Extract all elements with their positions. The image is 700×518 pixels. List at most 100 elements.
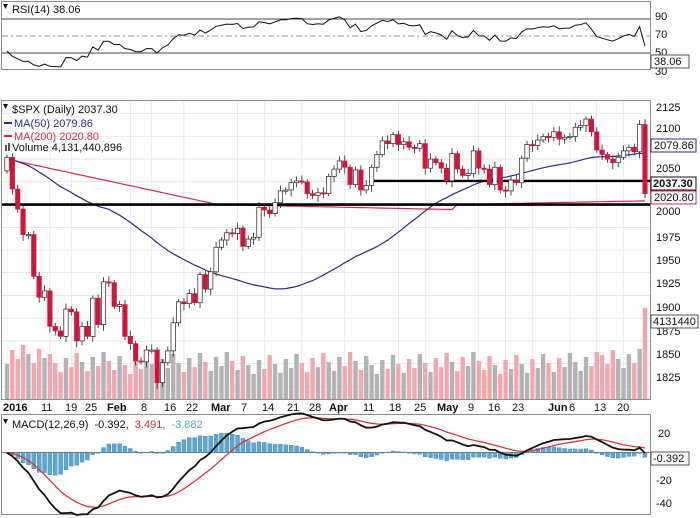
macd-histogram-bar bbox=[197, 435, 203, 453]
macd-histogram-bar bbox=[133, 451, 138, 453]
candle-body bbox=[315, 192, 321, 196]
price-tags: 2079.86 2037.30 2020.80 4131440 bbox=[650, 138, 699, 329]
macd-histogram-bar bbox=[401, 451, 406, 453]
candle-body bbox=[310, 193, 316, 196]
volume-bar bbox=[278, 373, 283, 399]
ma200-line bbox=[6, 158, 646, 211]
volume-bar bbox=[294, 354, 299, 399]
macd-histogram-bar bbox=[331, 452, 337, 454]
price-tick: 1875 bbox=[656, 326, 680, 338]
rsi-label: RSI(14) 38.06 bbox=[12, 4, 80, 16]
macd-histogram-bar bbox=[230, 433, 235, 453]
candle-body bbox=[320, 192, 326, 195]
candle-body bbox=[181, 301, 187, 304]
volume-bar bbox=[112, 370, 117, 399]
volume-bar bbox=[546, 363, 551, 399]
macd-histogram-bar bbox=[112, 443, 117, 453]
volume-bar bbox=[58, 372, 63, 399]
candle-body bbox=[406, 141, 412, 148]
macd-value-tag: -0.392 bbox=[650, 451, 690, 466]
macd-histogram-bar bbox=[278, 444, 283, 453]
candle-body bbox=[604, 154, 611, 160]
macd-histogram-bar bbox=[599, 452, 605, 455]
candle-body bbox=[159, 362, 166, 384]
ma50-tag: 2079.86 bbox=[650, 138, 697, 153]
macd-label: MACD(12,26,9) bbox=[12, 419, 88, 431]
macd-histogram-bar bbox=[289, 445, 294, 453]
volume-bar bbox=[471, 352, 476, 399]
candle-body bbox=[251, 236, 257, 240]
macd-histogram-bar bbox=[455, 452, 460, 460]
macd-histogram-bar bbox=[53, 452, 58, 476]
macd-layer bbox=[2, 412, 650, 516]
candle-body bbox=[47, 290, 53, 327]
volume-bar bbox=[101, 352, 106, 399]
volume-bar bbox=[567, 353, 573, 399]
candle-body bbox=[165, 350, 171, 364]
candle-body bbox=[454, 153, 460, 170]
candle-body bbox=[610, 158, 616, 164]
volume-bar bbox=[557, 358, 562, 399]
volume-bar bbox=[117, 356, 122, 399]
candle-body bbox=[535, 139, 541, 146]
volume-bar bbox=[632, 363, 637, 399]
volume-bar bbox=[181, 372, 187, 399]
volume-bar bbox=[583, 357, 589, 399]
volume-bar bbox=[122, 365, 128, 399]
candle-body bbox=[133, 343, 139, 362]
candle-body bbox=[25, 234, 31, 237]
macd-histogram-bar bbox=[433, 452, 439, 459]
candle-body bbox=[481, 167, 487, 170]
price-legend: $SPX (Daily) 2037.30 MA(50) 2079.86 MA(2… bbox=[3, 104, 122, 154]
x-label: 14 bbox=[262, 402, 274, 414]
volume-bar bbox=[642, 308, 648, 399]
volume-bar bbox=[90, 357, 95, 399]
volume-bar bbox=[562, 367, 567, 399]
rsi-value-tag: 38.06 bbox=[650, 54, 690, 69]
macd-histogram-bar bbox=[79, 452, 85, 463]
legend-ma50: MA(50) 2079.86 bbox=[14, 118, 93, 130]
candle-body bbox=[529, 144, 535, 147]
candle-body bbox=[336, 160, 342, 170]
triangle-icon bbox=[3, 419, 8, 424]
x-label: Jun bbox=[548, 402, 568, 414]
macd-histogram-bar bbox=[551, 446, 557, 453]
volume-bar bbox=[203, 362, 208, 399]
x-label: 23 bbox=[512, 402, 524, 414]
price-tick: 2100 bbox=[656, 123, 680, 135]
macd-histogram-bar bbox=[171, 446, 176, 453]
volume-bar bbox=[589, 366, 594, 399]
volume-bar bbox=[524, 373, 530, 399]
candle-body bbox=[68, 308, 74, 313]
macd-histogram-bar bbox=[165, 450, 170, 453]
candle-body bbox=[293, 180, 300, 184]
candle-body bbox=[299, 180, 305, 183]
candle-body bbox=[562, 136, 568, 140]
volume-bar bbox=[79, 362, 85, 399]
price-title: $SPX (Daily) 2037.30 bbox=[12, 104, 118, 116]
x-label: 19 bbox=[65, 402, 77, 414]
volume-bar bbox=[192, 367, 197, 399]
candle-body bbox=[374, 154, 380, 168]
macd-histogram-bar bbox=[321, 452, 326, 455]
candle-body bbox=[427, 158, 434, 169]
volume-bar bbox=[15, 359, 20, 399]
volume-bar bbox=[229, 361, 235, 399]
volume-bar bbox=[144, 355, 149, 399]
x-label: 25 bbox=[85, 402, 97, 414]
volume-bar bbox=[455, 371, 460, 399]
volume-bar bbox=[551, 372, 557, 399]
volume-bar bbox=[492, 365, 498, 399]
macd-histogram-bar bbox=[63, 452, 69, 471]
candle-body bbox=[358, 169, 364, 191]
candle-body bbox=[213, 246, 219, 273]
volume-bar bbox=[138, 369, 144, 399]
ma50-tag-text: 2079.86 bbox=[654, 140, 694, 152]
candle-body bbox=[572, 126, 578, 137]
candle-body bbox=[117, 304, 123, 307]
volume-bar bbox=[374, 374, 380, 399]
candle-body bbox=[390, 134, 396, 144]
macd-histogram-bar bbox=[187, 437, 192, 453]
volume-bar bbox=[337, 357, 342, 399]
